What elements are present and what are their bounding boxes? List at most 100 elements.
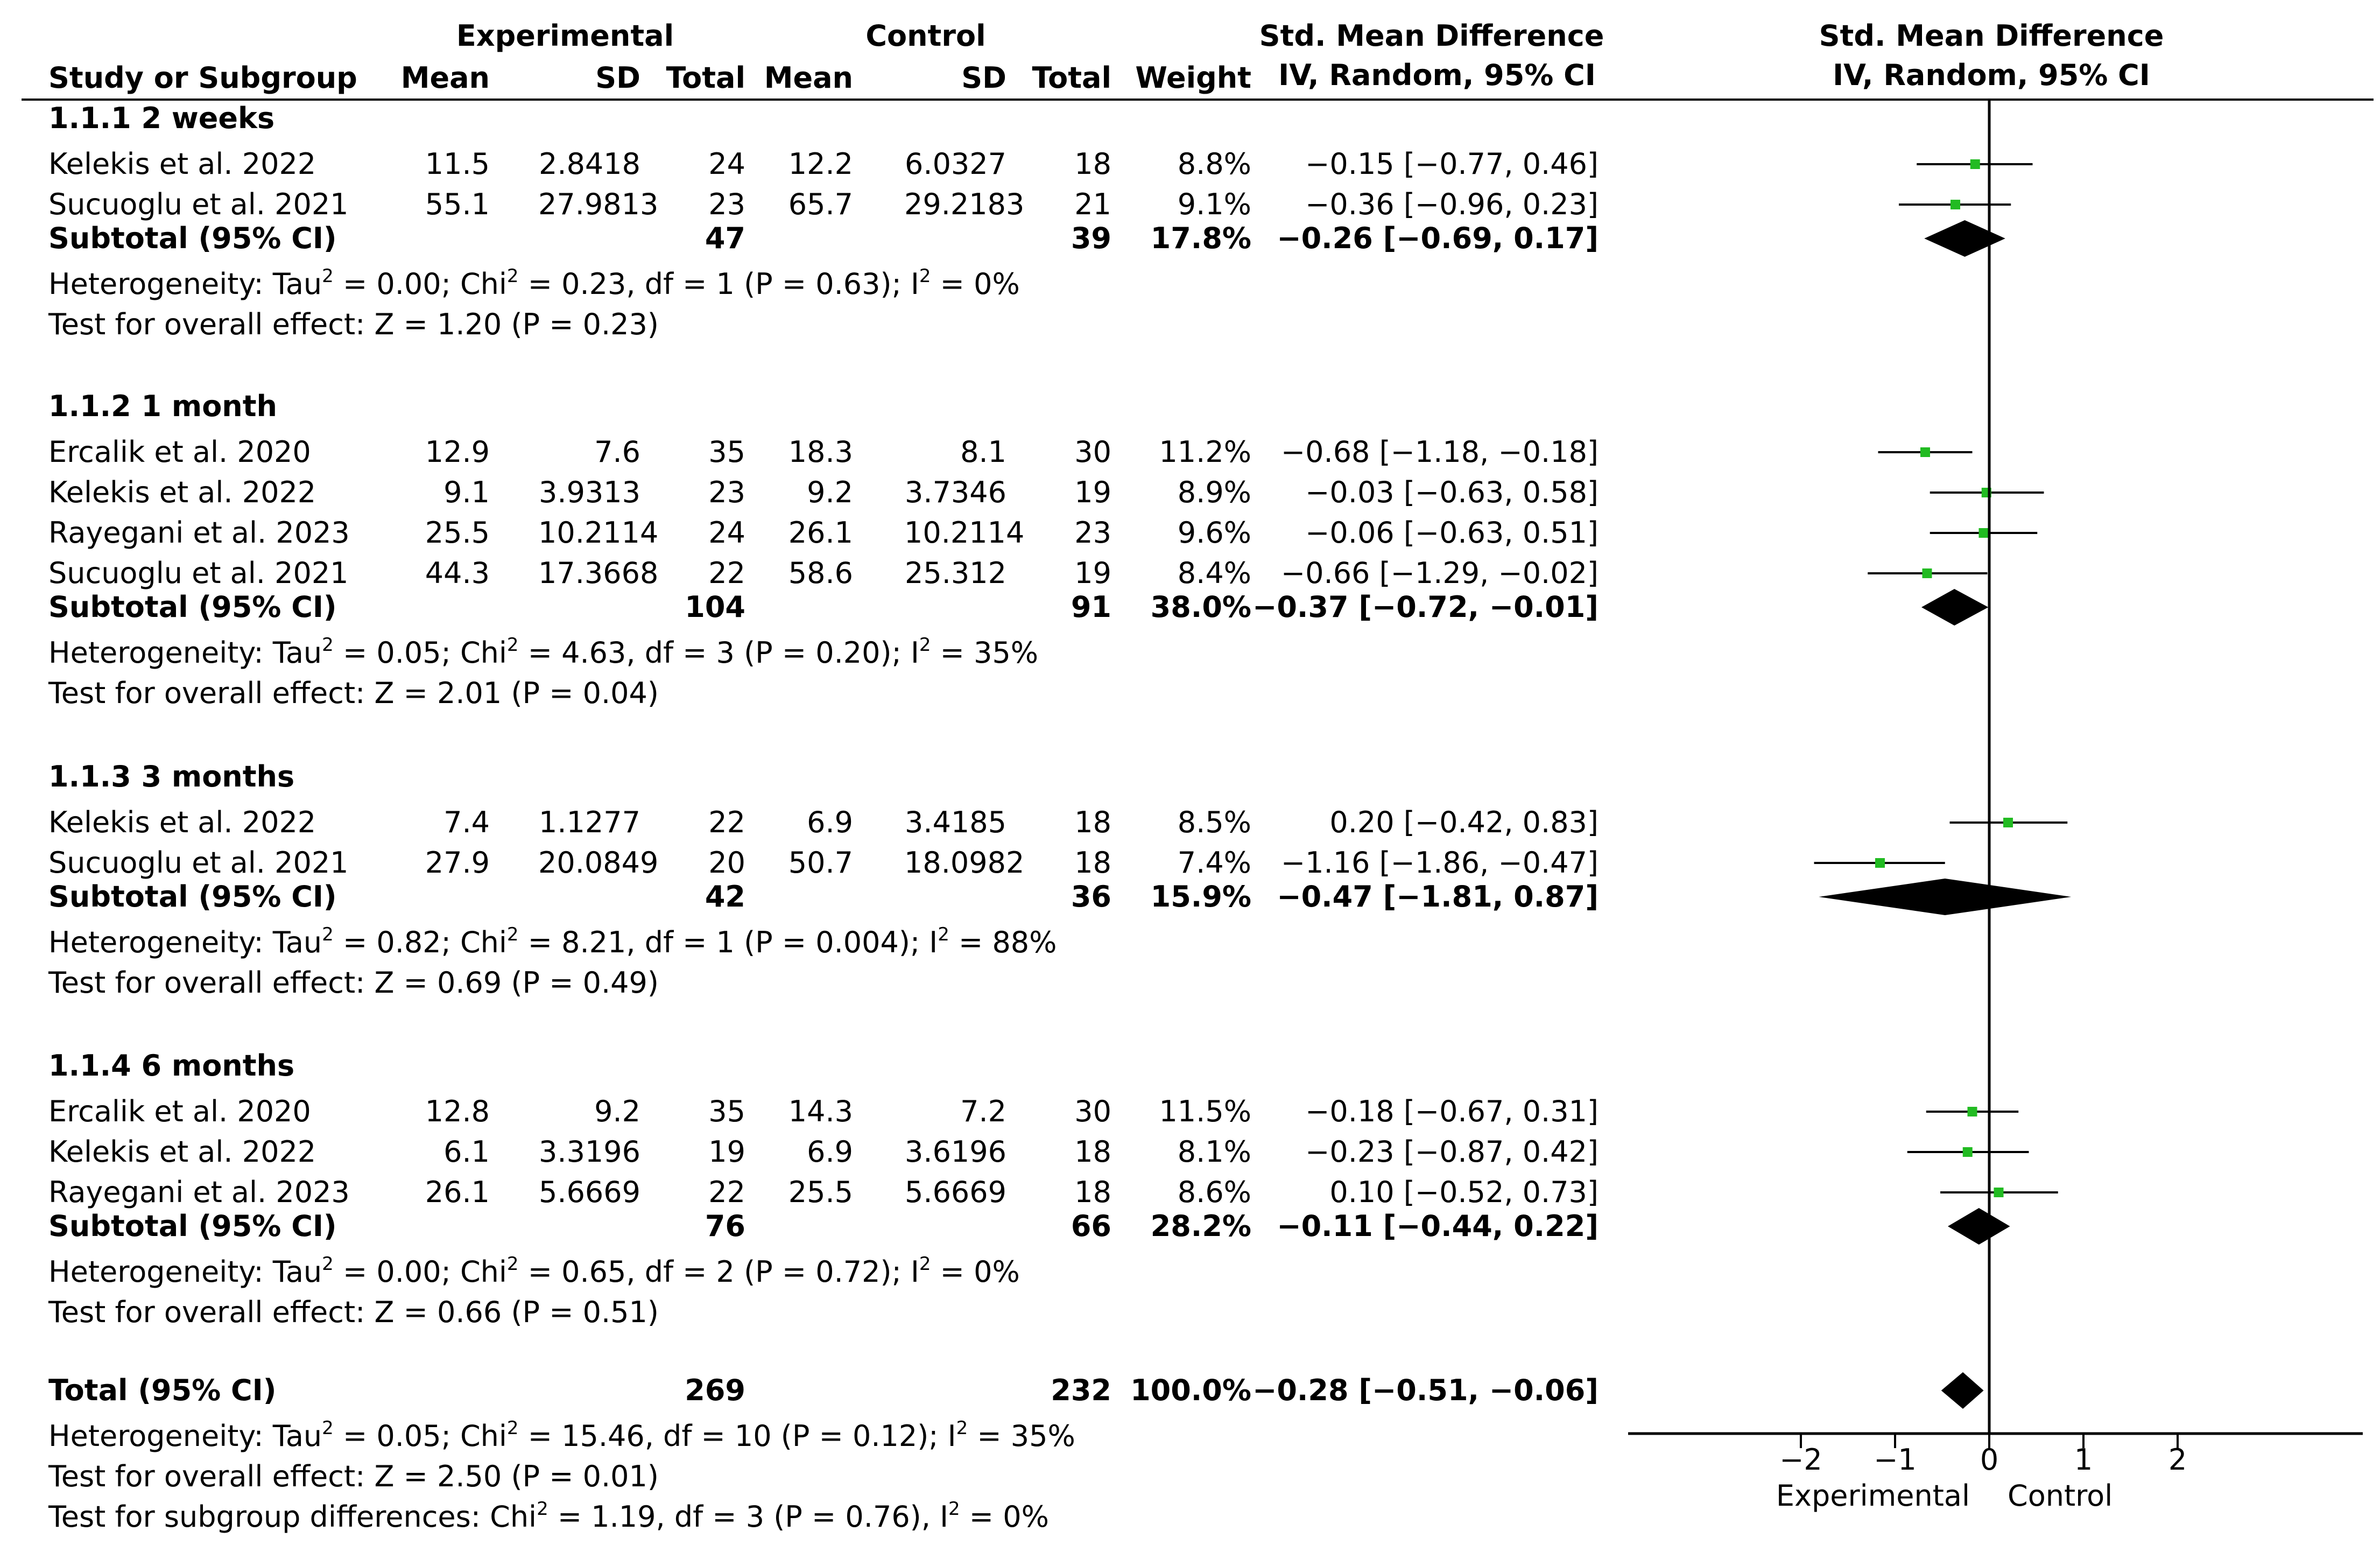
- subtotal-e-total: 42: [705, 880, 745, 914]
- study-c-total: 18: [1074, 846, 1111, 880]
- study-ci: −0.18 [−0.67, 0.31]: [1305, 1094, 1599, 1128]
- study-e-total: 24: [708, 516, 745, 550]
- study-ci: 0.20 [−0.42, 0.83]: [1329, 805, 1599, 839]
- subtotal-label: Subtotal (95% CI): [48, 880, 337, 914]
- col-ctl-mean: Mean: [764, 61, 853, 95]
- subgroup-title: 1.1.4 6 months: [48, 1049, 295, 1083]
- study-c-sd: 3.6196: [905, 1135, 1006, 1169]
- study-e-sd: 3.3196: [539, 1135, 640, 1169]
- study-e-sd: 9.2: [594, 1094, 640, 1128]
- subgroup-title: 1.1.1 2 weeks: [48, 101, 275, 135]
- study-weight: 8.4%: [1177, 556, 1251, 590]
- study-e-total: 22: [708, 556, 745, 590]
- study-e-total: 22: [708, 805, 745, 839]
- study-c-total: 18: [1074, 1175, 1111, 1209]
- subtotal-c-total: 39: [1071, 221, 1111, 255]
- x-tick-label: 1: [2074, 1443, 2093, 1477]
- subtotal-diamond: [1819, 879, 2072, 915]
- subtotal-diamond: [1921, 589, 1989, 626]
- study-c-sd: 8.1: [960, 435, 1006, 469]
- study-point: [1970, 159, 1980, 169]
- study-name: Sucuoglu et al. 2021: [48, 187, 349, 221]
- study-point: [1875, 858, 1885, 868]
- col-exp-total: Total: [666, 61, 745, 95]
- study-e-sd: 10.2114: [538, 516, 659, 550]
- study-e-total: 24: [708, 147, 745, 181]
- study-ci: −0.68 [−1.18, −0.18]: [1280, 435, 1599, 469]
- study-c-total: 19: [1074, 475, 1111, 509]
- overall-effect-text: Test for overall effect: Z = 2.01 (P = 0…: [48, 676, 659, 710]
- study-point: [2003, 818, 2013, 827]
- study-c-total: 19: [1074, 556, 1111, 590]
- study-ci: −0.03 [−0.63, 0.58]: [1305, 475, 1599, 509]
- study-e-mean: 12.8: [425, 1094, 490, 1128]
- study-ci: −0.66 [−1.29, −0.02]: [1280, 556, 1599, 590]
- x-tick-label: −2: [1779, 1443, 1822, 1477]
- subtotal-weight: 15.9%: [1150, 880, 1251, 914]
- study-point: [1978, 528, 1989, 538]
- study-name: Kelekis et al. 2022: [48, 475, 316, 509]
- col-exp-mean: Mean: [400, 61, 490, 95]
- subtotal-ci: −0.11 [−0.44, 0.22]: [1277, 1209, 1599, 1243]
- heterogeneity-text: Heterogeneity: Tau2 = 0.05; Chi2 = 4.63,…: [48, 634, 1039, 670]
- study-c-total: 18: [1074, 147, 1111, 181]
- total-weight: 100.0%: [1130, 1373, 1251, 1407]
- plot-title: Std. Mean Difference: [1819, 19, 2164, 53]
- study-e-total: 20: [708, 846, 745, 880]
- study-c-mean: 50.7: [788, 846, 853, 880]
- total-heterogeneity-text: Heterogeneity: Tau2 = 0.05; Chi2 = 15.46…: [48, 1417, 1075, 1453]
- study-name: Ercalik et al. 2020: [48, 435, 311, 469]
- subtotal-e-total: 76: [705, 1209, 745, 1243]
- study-ci: 0.10 [−0.52, 0.73]: [1329, 1175, 1599, 1209]
- study-ci: −1.16 [−1.86, −0.47]: [1280, 846, 1599, 880]
- study-e-mean: 12.9: [425, 435, 490, 469]
- overall-effect-text: Test for overall effect: Z = 1.20 (P = 0…: [48, 307, 659, 341]
- study-e-mean: 25.5: [425, 516, 490, 550]
- header-smd-method: IV, Random, 95% CI: [1278, 58, 1596, 92]
- subtotal-e-total: 47: [705, 221, 745, 255]
- study-point: [1922, 568, 1932, 578]
- study-e-sd: 1.1277: [539, 805, 640, 839]
- study-e-mean: 6.1: [443, 1135, 490, 1169]
- subtotal-weight: 17.8%: [1150, 221, 1251, 255]
- study-c-mean: 12.2: [788, 147, 853, 181]
- study-c-mean: 26.1: [788, 516, 853, 550]
- study-c-mean: 9.2: [807, 475, 853, 509]
- study-name: Rayegani et al. 2023: [48, 1175, 350, 1209]
- study-name: Kelekis et al. 2022: [48, 805, 316, 839]
- heterogeneity-text: Heterogeneity: Tau2 = 0.82; Chi2 = 8.21,…: [48, 924, 1057, 959]
- col-ctl-total: Total: [1032, 61, 1111, 95]
- favours-right-label: Control: [2008, 1479, 2113, 1513]
- study-e-total: 19: [708, 1135, 745, 1169]
- subtotal-e-total: 104: [685, 590, 745, 624]
- study-c-total: 21: [1074, 187, 1111, 221]
- header-smd-title: Std. Mean Difference: [1259, 19, 1604, 53]
- subtotal-c-total: 91: [1071, 590, 1111, 624]
- subtotal-label: Subtotal (95% CI): [48, 221, 337, 255]
- study-c-sd: 29.2183: [904, 187, 1025, 221]
- study-weight: 8.8%: [1177, 147, 1251, 181]
- subgroup-title: 1.1.2 1 month: [48, 389, 277, 423]
- total-overall-effect-text: Test for overall effect: Z = 2.50 (P = 0…: [48, 1459, 659, 1493]
- study-point: [1920, 447, 1930, 457]
- study-weight: 8.1%: [1177, 1135, 1251, 1169]
- study-e-mean: 11.5: [425, 147, 490, 181]
- heterogeneity-text: Heterogeneity: Tau2 = 0.00; Chi2 = 0.65,…: [48, 1253, 1020, 1289]
- header-experimental: Experimental: [456, 19, 674, 53]
- study-ci: −0.23 [−0.87, 0.42]: [1305, 1135, 1599, 1169]
- study-c-total: 18: [1074, 1135, 1111, 1169]
- study-c-mean: 14.3: [788, 1094, 853, 1128]
- study-c-mean: 6.9: [807, 805, 853, 839]
- subtotal-ci: −0.37 [−0.72, −0.01]: [1252, 590, 1599, 624]
- study-e-mean: 55.1: [425, 187, 490, 221]
- study-name: Kelekis et al. 2022: [48, 147, 316, 181]
- study-c-mean: 58.6: [788, 556, 853, 590]
- study-ci: −0.36 [−0.96, 0.23]: [1305, 187, 1599, 221]
- study-ci: −0.15 [−0.77, 0.46]: [1305, 147, 1599, 181]
- subtotal-weight: 38.0%: [1150, 590, 1251, 624]
- study-c-mean: 18.3: [788, 435, 853, 469]
- study-weight: 8.9%: [1177, 475, 1251, 509]
- study-e-mean: 27.9: [425, 846, 490, 880]
- subtotal-c-total: 36: [1071, 880, 1111, 914]
- subgroup-title: 1.1.3 3 months: [48, 760, 295, 793]
